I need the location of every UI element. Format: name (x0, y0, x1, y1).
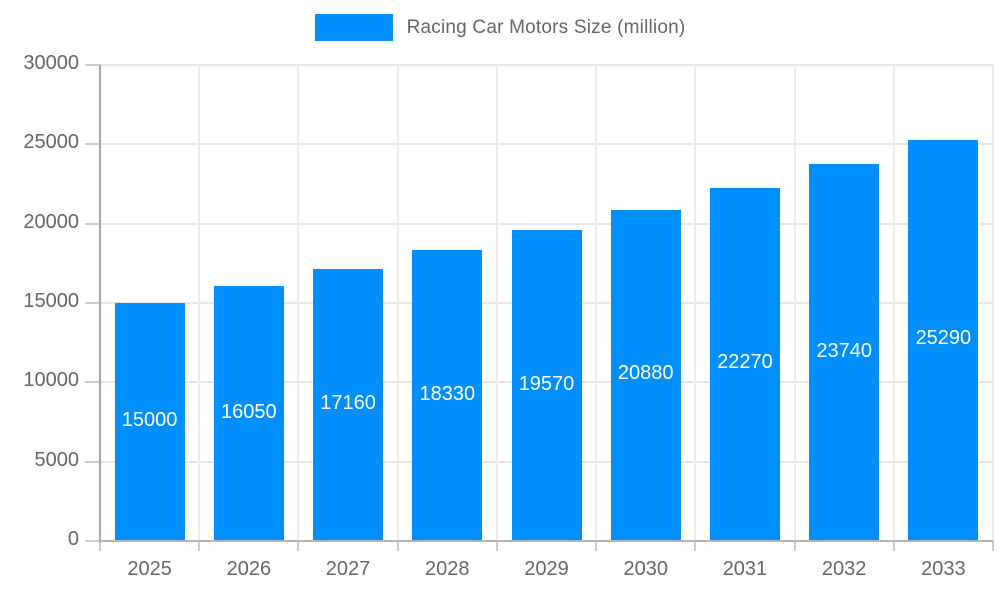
x-axis-tick (694, 541, 697, 551)
x-gridline (297, 65, 300, 541)
y-axis-tick (85, 302, 100, 304)
legend-label: Racing Car Motors Size (million) (406, 16, 686, 38)
x-axis-tick (99, 541, 101, 551)
bar[interactable] (114, 303, 185, 540)
y-axis-tick (85, 143, 100, 146)
bar[interactable] (511, 230, 582, 540)
x-axis-tick (892, 541, 895, 551)
bar[interactable] (412, 250, 483, 540)
y-axis-tick-label: 5000 (34, 448, 80, 471)
x-axis-tick-label: 2032 (821, 558, 867, 580)
x-gridline (992, 65, 994, 541)
x-axis-tick-label: 2033 (921, 558, 966, 580)
bar[interactable] (709, 187, 780, 540)
legend-item[interactable]: Racing Car Motors Size (million) (0, 14, 1000, 41)
x-axis-tick-label: 2030 (623, 558, 668, 580)
y-axis-tick (85, 460, 100, 463)
y-gridline (100, 64, 993, 66)
x-gridline (396, 65, 399, 541)
bar[interactable] (213, 286, 284, 540)
bar[interactable] (313, 268, 384, 540)
y-axis-tick-label: 25000 (23, 131, 79, 154)
x-axis-line (100, 540, 993, 542)
x-axis-tick-label: 2029 (524, 558, 569, 580)
legend-color-swatch (314, 14, 393, 41)
y-axis-tick-label: 10000 (23, 369, 79, 392)
y-axis-tick-label: 30000 (23, 52, 79, 74)
bar[interactable] (809, 164, 880, 540)
y-gridline (100, 143, 993, 146)
y-axis-tick (85, 540, 100, 542)
bar[interactable] (908, 139, 979, 540)
x-gridline (495, 65, 498, 541)
y-gridline (100, 222, 993, 225)
x-axis-tick (297, 541, 300, 551)
y-axis-tick-label: 20000 (23, 210, 79, 233)
x-axis-tick (595, 541, 598, 551)
x-axis-tick (793, 541, 796, 551)
x-axis-tick-label: 2025 (127, 558, 172, 580)
x-axis-tick-label: 2031 (722, 558, 768, 580)
x-gridline (198, 65, 201, 541)
y-axis-tick-label: 15000 (23, 290, 79, 312)
y-axis-tick (85, 222, 100, 225)
bar[interactable] (610, 209, 681, 540)
x-axis-tick-label: 2028 (425, 558, 470, 580)
y-axis-line (99, 65, 101, 543)
x-axis-tick (198, 541, 201, 551)
y-axis-tick (85, 64, 100, 66)
x-axis-tick (396, 541, 399, 551)
x-axis-tick (495, 541, 498, 551)
x-gridline (694, 65, 697, 541)
x-gridline (595, 65, 598, 541)
x-axis-tick (992, 541, 994, 551)
x-axis-tick-label: 2027 (325, 558, 371, 580)
x-gridline (793, 65, 796, 541)
y-axis-tick (85, 381, 100, 384)
x-axis-tick-label: 2026 (226, 558, 272, 580)
x-gridline (892, 65, 895, 541)
y-axis-tick-label: 0 (67, 528, 79, 550)
